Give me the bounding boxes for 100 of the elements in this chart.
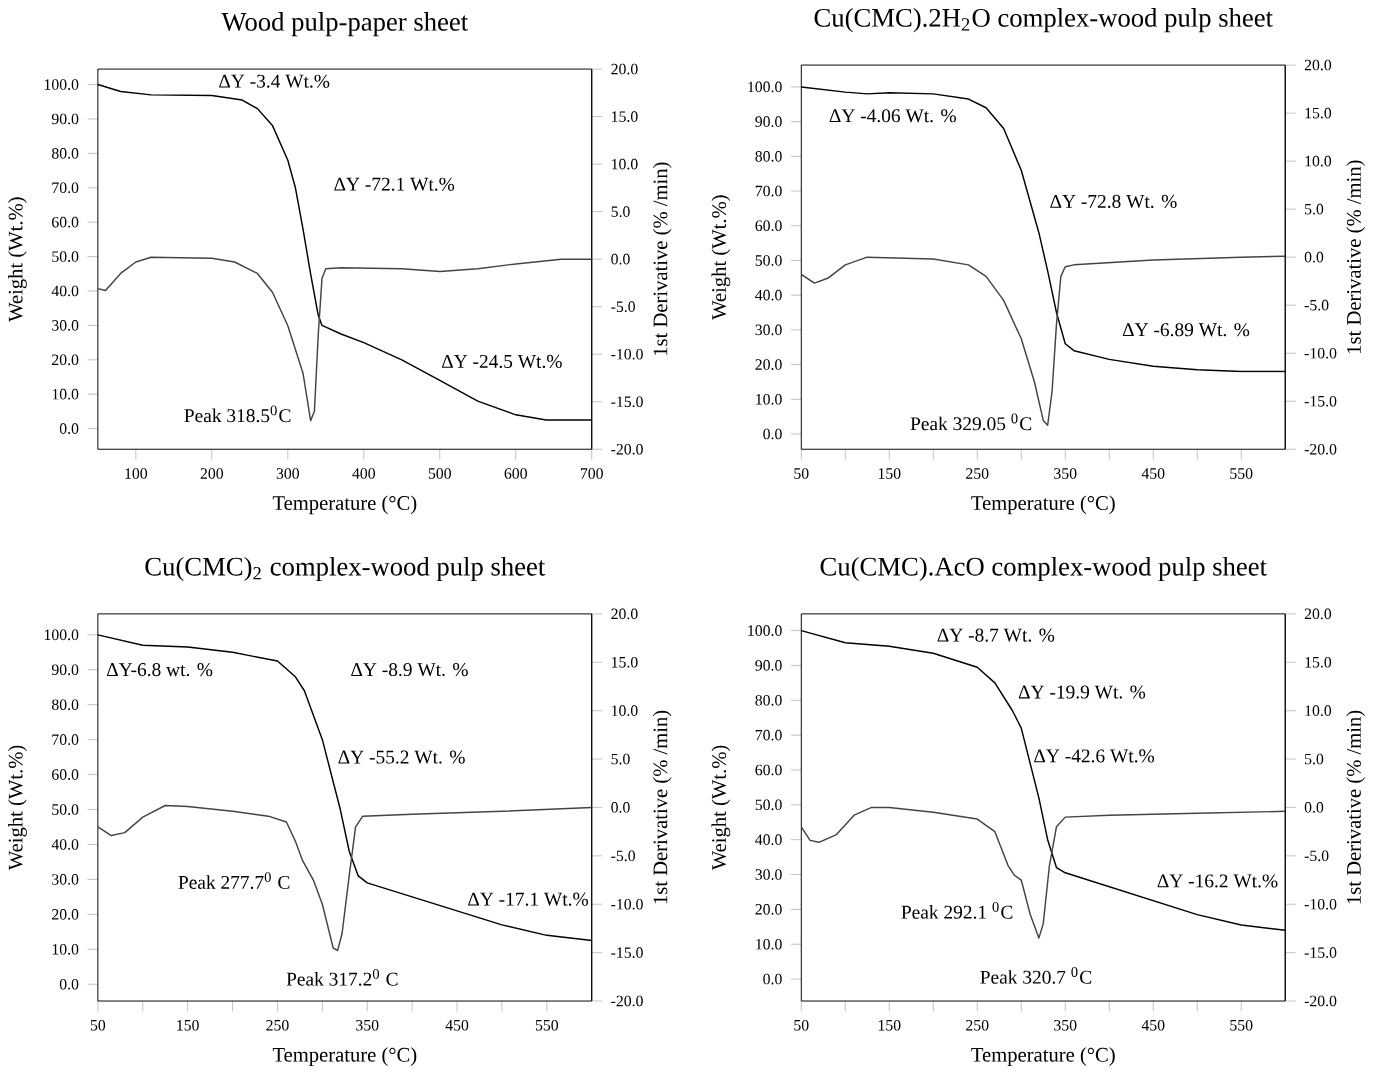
x-tick-label: 250 (966, 1020, 989, 1031)
y2-axis-title: 1st Derivative (% /min) (1346, 160, 1366, 354)
y-tick-label: 80.0 (51, 148, 79, 159)
x-tick-label: 250 (266, 1020, 289, 1031)
y2-tick-label: -20.0 (1304, 995, 1337, 1007)
x-tick-label: 300 (276, 468, 300, 479)
x-tick-label: 200 (200, 468, 224, 479)
y2-tick-label: -20.0 (611, 444, 643, 455)
annotation: ΔY -17.1 Wt.% (468, 892, 588, 906)
x-tick-label: 350 (1054, 1020, 1077, 1031)
x-tick-label: 150 (878, 468, 901, 479)
y-tick-label: 90.0 (51, 664, 79, 676)
y2-tick-label: 5.0 (611, 206, 630, 218)
y2-axis-title: 1st Derivative (% /min) (652, 710, 672, 904)
annotation: Peak 329.05 $^{0}$C (910, 413, 1032, 431)
y-tick-label: 40.0 (755, 834, 782, 846)
y-tick-label: 0.0 (59, 979, 79, 990)
y2-tick-label: -10.0 (1304, 347, 1337, 359)
y-tick-label: 50.0 (755, 255, 782, 266)
y2-tick-label: 15.0 (612, 111, 638, 123)
y-tick-label: 100.0 (44, 79, 79, 90)
y2-tick-label: -5.0 (1304, 850, 1329, 862)
y2-tick-label: -20.0 (611, 995, 643, 1007)
y2-tick-label: -15.0 (1304, 395, 1337, 407)
y2-tick-label: 10.0 (1305, 155, 1332, 167)
y-tick-label: 20.0 (52, 354, 79, 366)
line-series (801, 806, 1286, 939)
y-tick-label: 10.0 (52, 944, 79, 955)
annotation: ΔY -8.7 Wt. % (937, 628, 1055, 642)
x-tick-label: 350 (1054, 468, 1077, 479)
x-tick-label: 150 (878, 1020, 901, 1031)
line-series (97, 804, 592, 952)
y-tick-label: 70.0 (52, 182, 79, 194)
annotation: ΔY -8.9 Wt. % (351, 663, 468, 677)
x-tick-label: 100 (125, 468, 148, 479)
y-axis-title: Weight (Wt.%) (711, 745, 731, 871)
y-tick-label: 50.0 (755, 799, 782, 811)
annotation: Peak 277.7$^{0}$ C (178, 872, 290, 890)
y2-tick-label: 0.0 (611, 253, 630, 265)
y-axis-title: Weight (Wt.%) (711, 195, 731, 320)
y2-tick-label: 0.0 (1304, 251, 1324, 263)
y2-tick-label: 10.0 (612, 705, 638, 717)
x-tick-label: 450 (445, 1020, 469, 1031)
x-axis-title: Temperature (°C) (272, 1047, 417, 1066)
y-tick-label: 30.0 (755, 869, 782, 880)
y2-tick-label: -10.0 (611, 898, 643, 910)
x-axis-title: Temperature (°C) (272, 495, 417, 515)
y-tick-label: 60.0 (755, 764, 782, 776)
y2-tick-label: 15.0 (612, 657, 638, 668)
y2-tick-label: 20.0 (611, 63, 638, 75)
y2-tick-label: 0.0 (611, 802, 630, 813)
y-tick-label: 30.0 (52, 874, 79, 885)
y2-tick-label: -10.0 (611, 348, 643, 360)
annotation: ΔY -6.89 Wt. % (1122, 323, 1250, 337)
annotation: Peak 318.5$^{0}$C (184, 405, 291, 423)
x-tick-label: 250 (966, 468, 989, 479)
annotation: ΔY -55.2 Wt. % (338, 750, 465, 764)
y-tick-label: 100.0 (748, 81, 782, 93)
annotation: ΔY -16.2 Wt.% (1157, 874, 1278, 888)
x-tick-label: 350 (356, 1020, 379, 1031)
y-tick-label: 0.0 (763, 973, 782, 985)
annotation: ΔY -19.9 Wt. % (1018, 685, 1146, 699)
y-tick-label: 70.0 (52, 734, 79, 746)
y2-tick-label: 15.0 (1305, 657, 1332, 668)
y2-tick-label: -5.0 (611, 301, 635, 313)
annotation: ΔY-6.8 wt. % (106, 663, 213, 677)
y-tick-label: 40.0 (755, 289, 782, 301)
y-tick-label: 60.0 (755, 220, 782, 232)
y2-tick-label: -20.0 (1304, 444, 1337, 455)
annotation: ΔY -24.5 Wt.% (441, 354, 562, 369)
x-tick-label: 550 (1230, 1020, 1253, 1031)
x-axis-title: Temperature (°C) (971, 495, 1115, 515)
y-tick-label: 50.0 (52, 251, 79, 263)
y-tick-label: 90.0 (51, 113, 79, 125)
y2-tick-label: 10.0 (1305, 705, 1332, 717)
annotation: Peak 317.2$^{0}$ C (286, 969, 398, 986)
annotation: ΔY -72.8 Wt. % (1050, 194, 1177, 209)
y2-axis-title: 1st Derivative (% /min) (1346, 710, 1366, 904)
y2-tick-label: 5.0 (611, 753, 630, 765)
x-tick-label: 50 (794, 468, 809, 479)
y-tick-label: 90.0 (755, 116, 782, 128)
y2-tick-label: 5.0 (1305, 753, 1324, 765)
line-series (97, 256, 592, 422)
y-tick-label: 50.0 (52, 804, 79, 815)
x-tick-label: 700 (580, 468, 603, 479)
chart-title: Cu(CMC).2H$_{2}$O complex-wood pulp sheet (814, 8, 1273, 33)
y-tick-label: 10.0 (756, 938, 782, 950)
x-tick-label: 600 (504, 468, 527, 479)
x-tick-label: 50 (90, 1020, 106, 1031)
y-tick-label: 40.0 (51, 839, 79, 850)
annotation: ΔY -3.4 Wt.% (219, 74, 330, 88)
y-tick-label: 10.0 (52, 388, 79, 400)
y-tick-label: 20.0 (755, 359, 782, 371)
x-tick-label: 500 (428, 468, 451, 479)
annotation: Peak 292.1 $^{0}$C (901, 902, 1013, 919)
y2-tick-label: 20.0 (1304, 608, 1332, 620)
y-tick-label: 0.0 (763, 428, 782, 440)
y-tick-label: 20.0 (755, 904, 782, 915)
y-tick-label: 60.0 (52, 216, 79, 228)
y-axis-title: Weight (Wt.%) (8, 745, 27, 871)
